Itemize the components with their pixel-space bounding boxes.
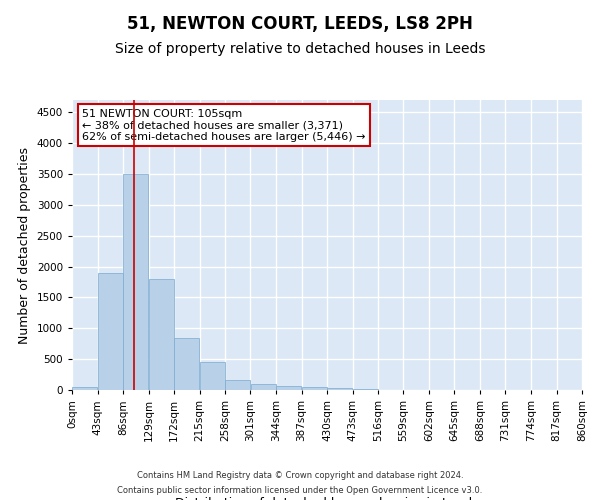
Bar	[174, 338, 199, 390]
Bar	[225, 380, 250, 390]
Text: Size of property relative to detached houses in Leeds: Size of property relative to detached ho…	[115, 42, 485, 56]
Y-axis label: Number of detached properties: Number of detached properties	[18, 146, 31, 344]
Bar	[302, 387, 327, 390]
Bar	[251, 384, 276, 390]
Text: Contains public sector information licensed under the Open Government Licence v3: Contains public sector information licen…	[118, 486, 482, 495]
Text: 51, NEWTON COURT, LEEDS, LS8 2PH: 51, NEWTON COURT, LEEDS, LS8 2PH	[127, 15, 473, 33]
Text: 51 NEWTON COURT: 105sqm
← 38% of detached houses are smaller (3,371)
62% of semi: 51 NEWTON COURT: 105sqm ← 38% of detache…	[82, 108, 366, 142]
Bar	[149, 279, 174, 390]
Text: Contains HM Land Registry data © Crown copyright and database right 2024.: Contains HM Land Registry data © Crown c…	[137, 471, 463, 480]
Bar	[123, 174, 148, 390]
Bar	[72, 387, 97, 390]
Bar	[98, 273, 123, 390]
Bar	[327, 388, 352, 390]
X-axis label: Distribution of detached houses by size in Leeds: Distribution of detached houses by size …	[175, 496, 479, 500]
Bar	[276, 386, 301, 390]
Bar	[200, 362, 225, 390]
Bar	[353, 389, 378, 390]
